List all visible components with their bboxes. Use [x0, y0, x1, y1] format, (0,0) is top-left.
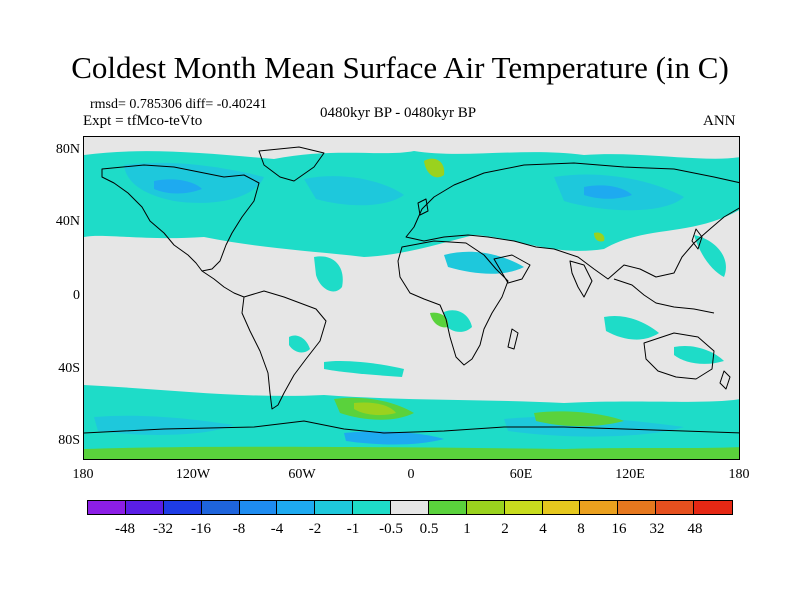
colorbar-label: -48 [115, 521, 135, 537]
coast-uk [417, 198, 429, 216]
anomaly-band-cool-mid [94, 162, 684, 437]
period-label: 0480kyr BP - 0480kyr BP [320, 105, 477, 121]
coast-new-zealand [719, 370, 731, 390]
colorbar-swatch [88, 501, 126, 514]
temperature-map [83, 136, 740, 460]
colorbar-swatch [504, 501, 543, 514]
colorbar-swatch [239, 501, 278, 514]
colorbar-swatch [277, 501, 316, 514]
coast-north-america [101, 164, 260, 272]
coast-south-america [241, 290, 327, 410]
colorbar-label: -0.5 [379, 521, 403, 537]
colorbar-label: -2 [308, 521, 322, 537]
colorbar-label: 8 [577, 521, 585, 537]
lon-label-120e: 120E [615, 467, 645, 482]
colorbar-swatch [694, 501, 732, 514]
colorbar-swatch [428, 501, 467, 514]
coast-se-asia [613, 278, 715, 314]
anomaly-band-warm-mid [354, 158, 605, 416]
colorbar-swatch [163, 501, 202, 514]
colorbar-label: -32 [153, 521, 173, 537]
lat-label-40s: 40S [58, 361, 80, 376]
colorbar-label: 32 [649, 521, 665, 537]
coast-europe-asia [405, 162, 739, 280]
lon-label-0: 0 [407, 467, 415, 482]
colorbar-swatch [466, 501, 505, 514]
coast-japan [691, 228, 703, 250]
stats-text: rmsd= 0.785306 diff= -0.40241 [90, 97, 267, 112]
lat-label-80s: 80S [58, 433, 80, 448]
colorbar-label: 16 [611, 521, 627, 537]
experiment-label: Expt = tfMco-teVto [83, 113, 203, 129]
colorbar-label: -1 [346, 521, 360, 537]
colorbar-swatch [353, 501, 391, 514]
anomaly-band-cool-strong [154, 179, 632, 445]
coastlines [84, 146, 739, 434]
coast-greenland [258, 146, 325, 182]
colorbar-label: 2 [501, 521, 509, 537]
colorbar-swatch [391, 501, 429, 514]
lon-label-60e: 60E [509, 467, 533, 482]
coast-arabia [493, 254, 531, 284]
colorbar-swatch [618, 501, 657, 514]
coast-africa [397, 240, 509, 366]
coast-india [569, 260, 593, 298]
coast-madagascar [507, 328, 519, 350]
colorbar-swatch [315, 501, 354, 514]
lon-label-120w: 120W [175, 467, 211, 482]
coast-australia [643, 332, 715, 380]
plot-title: Coldest Month Mean Surface Air Temperatu… [71, 50, 729, 85]
lon-label-180e: 180 [728, 467, 750, 482]
lon-label-180w: 180 [72, 467, 94, 482]
colorbar-swatch [656, 501, 694, 514]
colorbar-label: 0.5 [419, 521, 439, 537]
colorbar-label: -4 [270, 521, 284, 537]
colorbar-label: 48 [687, 521, 703, 537]
lat-label-40n: 40N [55, 214, 80, 229]
lat-label-eq: 0 [73, 288, 80, 303]
colorbar-label: 4 [539, 521, 547, 537]
lat-label-80n: 80N [55, 142, 80, 157]
colorbar-swatch [542, 501, 581, 514]
colorbar-swatch [125, 501, 164, 514]
colorbar-label: -16 [191, 521, 211, 537]
colorbar [87, 500, 733, 515]
colorbar-swatch [580, 501, 619, 514]
coast-antarctica [84, 420, 739, 434]
coast-central-america [201, 270, 245, 298]
season-label: ANN [703, 113, 736, 129]
colorbar-label: -8 [232, 521, 246, 537]
colorbar-swatch [201, 501, 240, 514]
lon-label-60w: 60W [288, 467, 316, 482]
colorbar-label: 1 [463, 521, 471, 537]
